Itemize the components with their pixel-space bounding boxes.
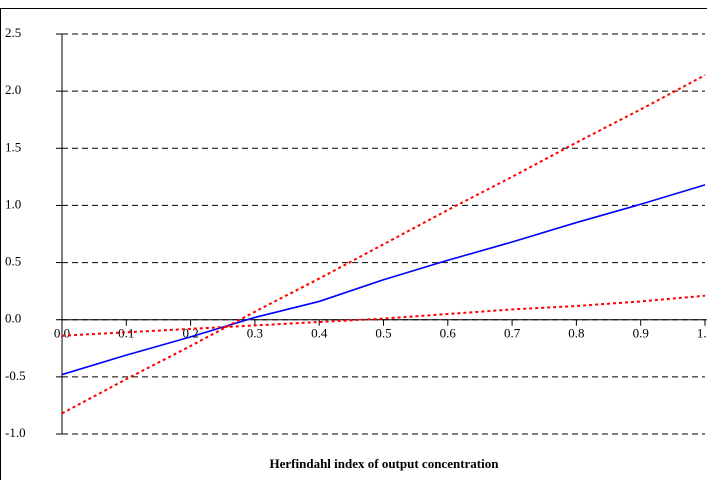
- x-axis-title: Herfindahl index of output concentration: [270, 456, 500, 471]
- x-tick-label: 0.4: [311, 326, 328, 341]
- y-tick-label: -1.0: [5, 425, 26, 440]
- x-tick-label: 0.0: [54, 326, 70, 341]
- x-tick-label: 0.3: [247, 326, 263, 341]
- x-tick-label: 0.1: [118, 326, 134, 341]
- y-tick-label: -0.5: [5, 368, 26, 383]
- y-tick-label: 2.5: [5, 25, 21, 40]
- series-line: [61, 294, 706, 337]
- x-tick-label: 0.5: [375, 326, 391, 341]
- y-tick-label: 2.0: [5, 82, 21, 97]
- series-line: [61, 184, 706, 376]
- chart-frame: [0, 8, 707, 480]
- x-tick-label: 0.9: [633, 326, 649, 341]
- series-line: [61, 74, 706, 415]
- x-tick-label: 1.0: [697, 326, 707, 341]
- y-tick-label: 0.0: [5, 311, 21, 326]
- x-tick-label: 0.7: [504, 326, 521, 341]
- x-tick-label: 0.6: [440, 326, 457, 341]
- y-tick-label: 0.5: [5, 254, 21, 269]
- x-tick-label: 0.8: [568, 326, 584, 341]
- y-tick-label: 1.5: [5, 139, 21, 154]
- y-tick-label: 1.0: [5, 196, 21, 211]
